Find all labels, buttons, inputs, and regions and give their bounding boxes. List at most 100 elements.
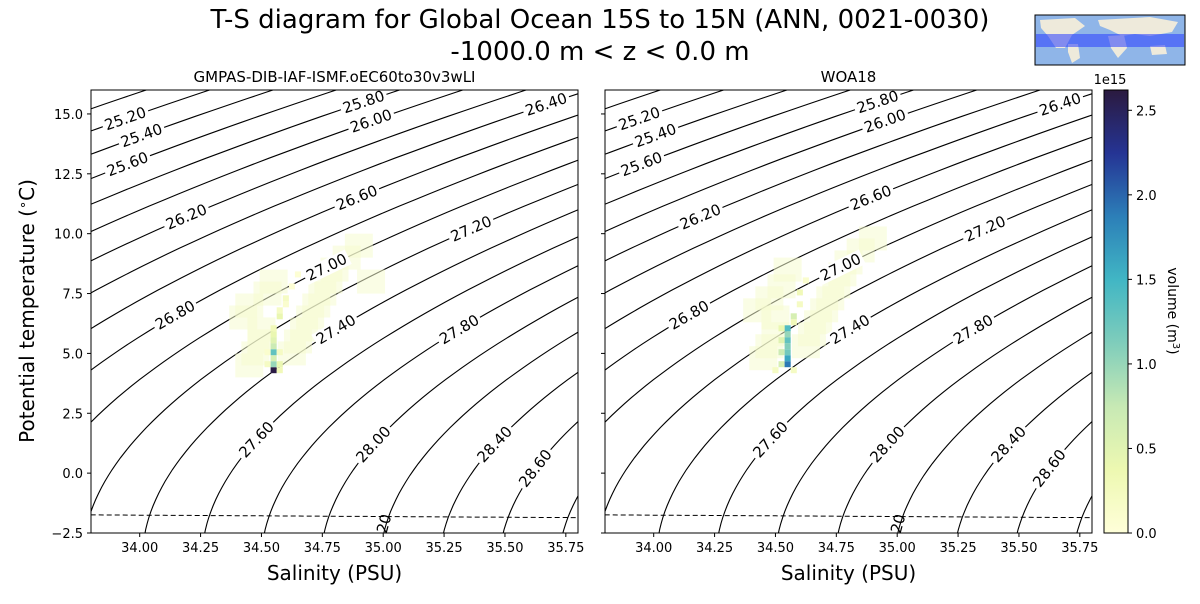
volume-haze — [229, 234, 385, 378]
volume-cell — [265, 349, 271, 355]
volume-cell — [277, 367, 283, 373]
y-tick-label: 12.5 — [54, 168, 83, 183]
volume-cell — [785, 349, 791, 355]
volume-cell — [271, 355, 277, 361]
contour-label: 28.40 — [473, 423, 516, 467]
volume-cell — [797, 301, 803, 307]
volume-cell — [271, 337, 277, 343]
colorbar-tick-label: 1.5 — [1136, 273, 1157, 288]
y-axis: −2.50.02.55.07.510.012.515.0 — [51, 108, 91, 542]
x-tick-label: 34.75 — [818, 541, 855, 556]
freezing-line-label: 20 — [887, 512, 909, 535]
y-label-unit: C) — [15, 179, 39, 201]
contour-label: 27.80 — [436, 311, 482, 348]
volume-cell — [785, 337, 791, 343]
ts-panel-observed: WOA18 25.2025.4025.6025.8026.0026.2026.4… — [0, 68, 1200, 585]
colorbar: 1e15 0.00.51.01.52.02.5 volume (m3) — [1094, 73, 1182, 542]
colorbar-gradient — [1104, 90, 1128, 533]
x-tick-label: 35.50 — [486, 541, 523, 556]
x-tick-label: 34.25 — [182, 541, 219, 556]
x-tick-label: 34.25 — [696, 541, 733, 556]
volume-cell — [271, 331, 277, 337]
contour-label: 26.20 — [677, 200, 724, 233]
volume-cell — [785, 343, 791, 349]
y-tick-label: −2.5 — [51, 527, 83, 542]
contour-label: 25.60 — [104, 148, 151, 180]
panel-title: GMPAS-DIB-IAF-ISMF.oEC60to30v3wLI — [194, 68, 476, 86]
volume-cell — [785, 331, 791, 337]
contour-label: 27.60 — [749, 418, 792, 462]
contour-label: 27.80 — [950, 311, 996, 348]
volume-cell — [791, 319, 797, 325]
colorbar-tick-label: 2.0 — [1136, 189, 1157, 204]
freezing-line — [581, 515, 1092, 518]
freezing-line — [67, 515, 578, 518]
volume-cell — [791, 367, 797, 373]
x-tick-label: 35.75 — [1061, 541, 1098, 556]
volume-cell — [265, 361, 271, 367]
x-tick-label: 34.50 — [243, 541, 280, 556]
contour-labels: 25.2025.4025.6025.8026.0026.2026.4026.60… — [614, 87, 1085, 536]
haze-cell — [357, 270, 385, 294]
x-tick-label: 35.00 — [879, 541, 916, 556]
volume-cell — [803, 277, 809, 283]
colorbar-label: volume (m3) — [1164, 267, 1182, 354]
volume-cell — [785, 355, 791, 361]
contour-label: 28.40 — [987, 423, 1030, 467]
volume-cell — [277, 349, 283, 355]
y-axis — [601, 114, 605, 533]
map-latitude-band — [1036, 34, 1184, 47]
x-axis-label: Salinity (PSU) — [781, 561, 916, 585]
contour-label: 27.60 — [235, 418, 278, 462]
x-tick-label: 35.50 — [1000, 541, 1037, 556]
x-tick-label: 35.25 — [939, 541, 976, 556]
contour-label: 26.40 — [523, 89, 569, 120]
volume-cell — [277, 307, 283, 313]
volume-cell — [785, 325, 791, 331]
colorbar-label-text: volume (m — [1164, 267, 1180, 342]
volume-cell — [779, 361, 785, 367]
contour-label: 28.00 — [866, 423, 908, 467]
y-tick-label: 7.5 — [62, 288, 83, 303]
y-tick-label: 10.0 — [54, 228, 83, 243]
colorbar-tick-label: 0.5 — [1136, 442, 1157, 457]
haze-cell — [774, 258, 802, 282]
y-tick-label: 2.5 — [62, 407, 83, 422]
freezing-line-label: 20 — [373, 512, 395, 535]
x-tick-label: 34.00 — [635, 541, 672, 556]
freezing-temperature-line — [581, 515, 1092, 518]
haze-cell — [345, 234, 373, 258]
volume-cell — [271, 367, 277, 373]
x-tick-label: 35.25 — [425, 541, 462, 556]
volume-cell — [271, 325, 277, 331]
y-label-text: Potential temperature ( — [15, 209, 39, 443]
isopycnal-line — [1196, 278, 1200, 535]
haze-cell — [260, 270, 288, 294]
volume-cell — [277, 313, 283, 319]
x-axis-label: Salinity (PSU) — [267, 561, 402, 585]
volume-cell — [295, 271, 301, 277]
isopycnal-line — [0, 80, 626, 433]
volume-cell — [779, 325, 785, 331]
volume-cell — [283, 301, 289, 307]
x-axis: 34.00 34.25 34.50 34.75 35.00 35.25 35.50 35.75 — [635, 533, 1098, 556]
isopycnal-line — [622, 248, 989, 535]
x-tick-label: 35.75 — [547, 541, 584, 556]
contour-label: 26.40 — [1037, 89, 1083, 120]
x-tick-label: 34.50 — [757, 541, 794, 556]
volume-cell — [277, 361, 283, 367]
volume-cell — [271, 349, 277, 355]
contour-label: 26.60 — [848, 181, 895, 214]
volume-cell — [785, 361, 791, 367]
colorbar-ticks: 0.00.51.01.52.02.5 — [1128, 104, 1157, 542]
figure-title: T-S diagram for Global Ocean 15S to 15N … — [210, 5, 990, 35]
volume-cell — [797, 289, 803, 295]
isopycnal-line — [1076, 224, 1200, 535]
y-tick-label: 0.0 — [62, 467, 83, 482]
volume-cell — [283, 295, 289, 301]
figure-subtitle: -1000.0 m < z < 0.0 m — [450, 37, 749, 67]
panel-title: WOA18 — [821, 68, 877, 86]
volume-cell — [271, 343, 277, 349]
